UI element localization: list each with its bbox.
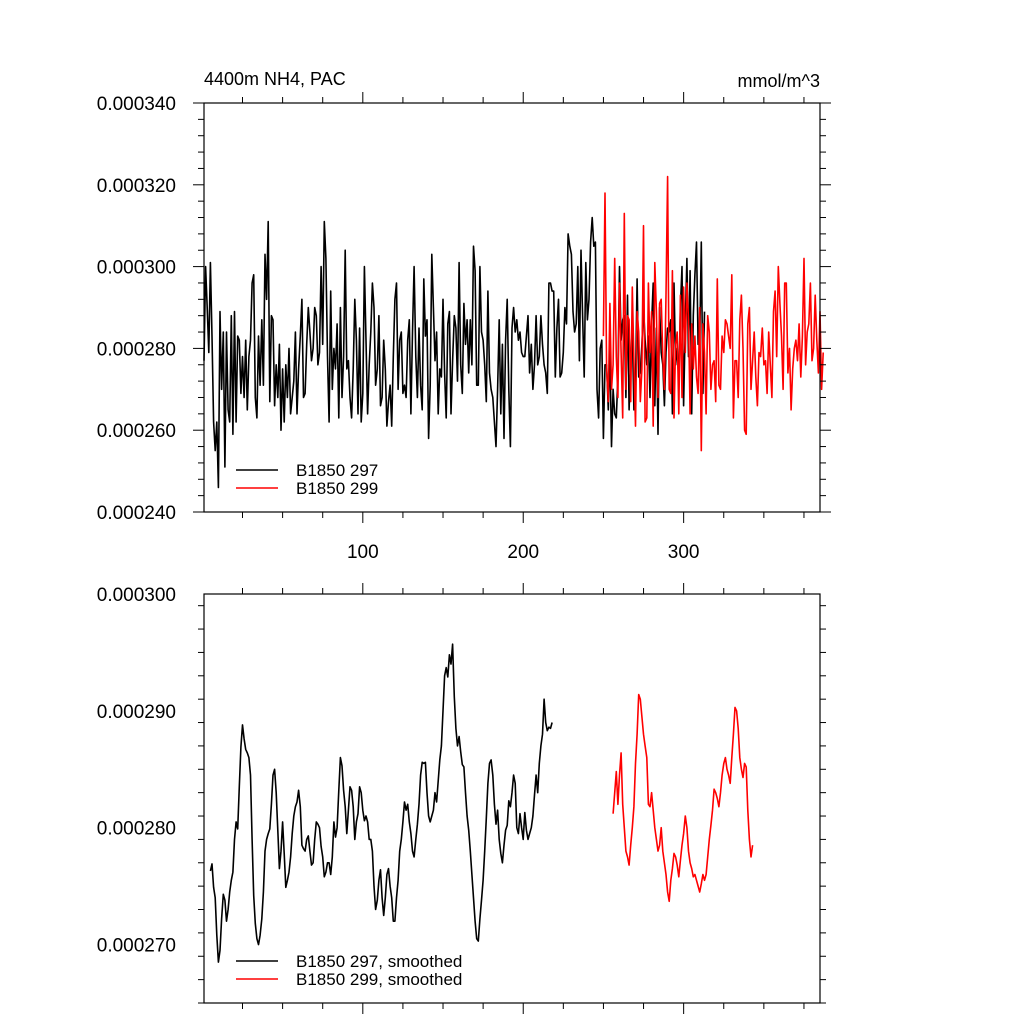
y-tick-label: 0.000240 [97, 503, 176, 524]
legend-label-1: B1850 297, smoothed [296, 952, 462, 971]
y-tick-label: 0.000270 [97, 936, 176, 957]
plot-area-bottom: 0.000270 0.000280 0.000290 0.000300 B1850 29… [97, 583, 826, 1014]
chart-title: 4400m NH4, PAC [204, 69, 346, 89]
y-tick-label: 0.000280 [97, 819, 176, 840]
x-tick-label: 100 [347, 542, 379, 563]
panel-bottom: 0.000270 0.000280 0.000290 0.000300 B1850 29… [97, 583, 826, 1014]
y-tick-label: 0.000290 [97, 702, 176, 723]
plot-frame [203, 102, 821, 513]
legend-label-1: B1850 297 [296, 461, 378, 480]
legend-label-2: B1850 299, smoothed [296, 970, 462, 989]
y-tick-label: 0.000280 [97, 339, 176, 360]
y-tick-label: 0.000300 [97, 258, 176, 279]
y-tick-label: 0.000320 [97, 176, 176, 197]
units-label: mmol/m^3 [738, 71, 820, 91]
series-line-1 [209, 643, 553, 963]
plot-area-top: 0.000240 0.000260 0.000280 0.000300 0.000320… [97, 92, 831, 563]
legend-label-2: B1850 299 [296, 479, 378, 498]
x-tick-label: 300 [668, 542, 700, 563]
panel-top: 4400m NH4, PAC mmol/m^3 0.000240 0.000260… [97, 69, 831, 563]
x-tick-label: 200 [507, 542, 539, 563]
series-line-2 [612, 693, 754, 903]
y-tick-label: 0.000300 [97, 585, 176, 606]
series-line-2 [602, 175, 824, 452]
y-tick-label: 0.000260 [97, 421, 176, 442]
y-tick-label: 0.000340 [97, 94, 176, 115]
plot-frame [203, 593, 821, 1004]
